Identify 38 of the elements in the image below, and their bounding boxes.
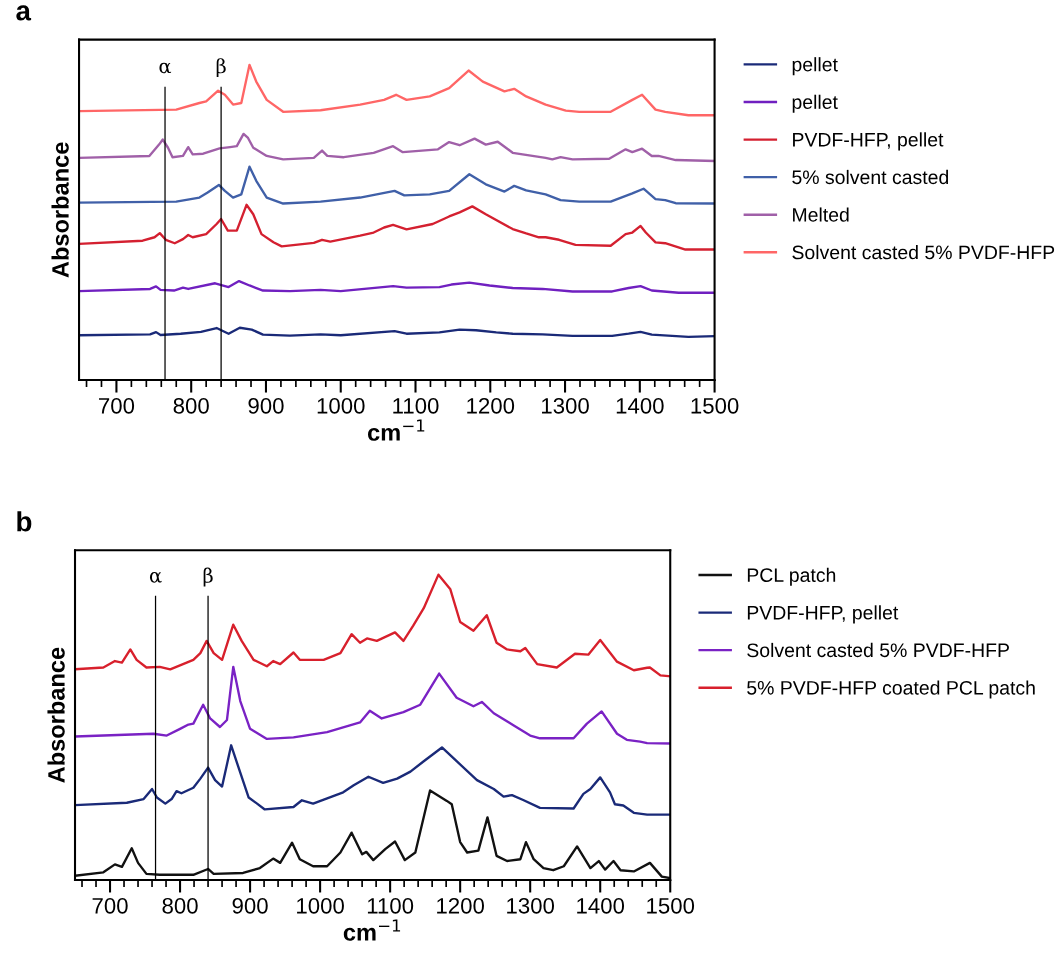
- x-tick-label: 1400: [577, 897, 625, 914]
- legend-label: PVDF-HFP, pellet: [793, 132, 944, 151]
- x-tick-label: 800: [173, 397, 209, 414]
- ref-line-label: β: [216, 58, 226, 78]
- ref-line-label: α: [159, 62, 172, 74]
- chart-title: b: [17, 511, 32, 532]
- x-tick-label: 1500: [647, 897, 695, 914]
- x-tick-label: 700: [99, 397, 135, 414]
- ref-line-label: α: [149, 572, 162, 583]
- x-tick-label: 1200: [467, 397, 515, 414]
- x-tick-label: 1000: [317, 397, 365, 414]
- x-tick-label: 1300: [507, 897, 555, 914]
- y-axis-title: Absorbance: [47, 647, 65, 783]
- x-tick-label: 1200: [437, 897, 485, 914]
- x-tick-label: 700: [92, 897, 128, 914]
- x-tick-label: 900: [248, 397, 284, 414]
- x-tick-label: 900: [232, 897, 268, 914]
- x-tick-label: 1100: [393, 397, 439, 414]
- ref-line-label: β: [203, 567, 213, 587]
- legend-label: pellet: [792, 57, 838, 76]
- x-tick-label: 800: [162, 897, 198, 914]
- legend-label: PVDF-HFP, pellet: [747, 605, 899, 624]
- y-axis-title: Absorbance: [51, 142, 69, 278]
- legend-label: 5% PVDF-HFP coated PCL patch: [747, 680, 1035, 699]
- x-tick-label: 1400: [616, 397, 664, 414]
- legend-label: PCL patch: [747, 567, 836, 586]
- x-tick-label: 1500: [691, 397, 739, 414]
- legend-label: 5% solvent casted: [792, 169, 949, 185]
- legend-label: pellet: [792, 94, 838, 113]
- x-tick-label: 1100: [367, 897, 414, 914]
- legend-label: Melted: [793, 207, 849, 222]
- chart-title: a: [16, 5, 32, 21]
- x-tick-label: 1000: [297, 897, 344, 914]
- x-tick-label: 1300: [542, 397, 589, 414]
- x-axis-title: cm$^{−1}$: [367, 419, 425, 441]
- x-axis-title: cm$^{−1}$: [343, 919, 401, 941]
- legend-label: Solvent casted 5% PVDF-HFP: [747, 642, 1009, 658]
- legend-label: Solvent casted 5% PVDF-HFP: [792, 245, 1055, 260]
